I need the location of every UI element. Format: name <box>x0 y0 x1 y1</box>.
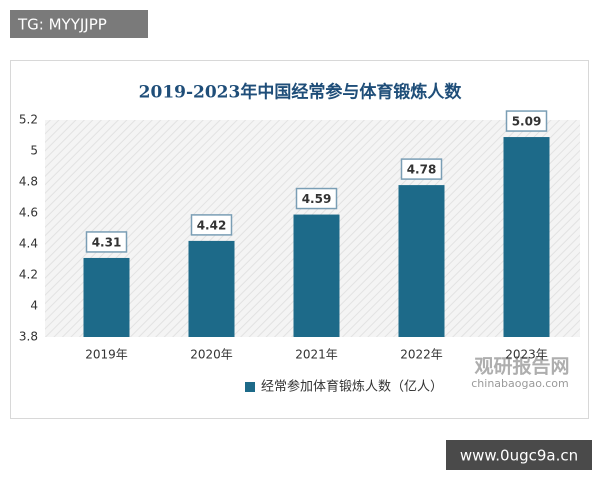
legend-label: 经常参加体育锻炼人数（亿人） <box>261 379 443 395</box>
bar <box>398 185 445 337</box>
watermark-url: chinabaogao.com <box>471 377 569 390</box>
legend-swatch <box>245 382 255 392</box>
value-label-box <box>190 214 233 236</box>
header-tag-box <box>10 10 148 38</box>
chart-title: 2019-2023年中国经常参与体育锻炼人数 <box>139 82 463 103</box>
bar <box>83 257 130 337</box>
y-tick-label: 4.2 <box>19 268 38 282</box>
value-label-box <box>295 187 338 210</box>
bar <box>503 137 550 337</box>
watermark-name: 观研报告网 <box>474 355 569 378</box>
y-tick-label: 4 <box>30 299 38 313</box>
value-label: 4.78 <box>407 163 437 177</box>
value-label: 4.59 <box>302 192 332 206</box>
y-tick-label: 4.8 <box>19 175 38 189</box>
x-tick-label: 2021年 <box>295 348 338 362</box>
y-tick-label: 4.4 <box>19 237 38 251</box>
x-tick-label: 2020年 <box>190 348 233 362</box>
x-tick-label: 2019年 <box>85 348 128 362</box>
header-tag: TG: MYYJJPP <box>17 16 107 34</box>
bar <box>188 240 235 337</box>
x-tick-label: 2023年 <box>505 348 548 362</box>
y-tick-label: 3.8 <box>19 330 38 344</box>
y-tick-label: 5.2 <box>19 113 38 127</box>
footer-tag-box <box>446 440 592 470</box>
value-label: 5.09 <box>512 115 542 129</box>
value-label: 4.31 <box>92 235 122 249</box>
value-label-box <box>505 110 548 132</box>
bar <box>293 214 340 337</box>
value-label-box <box>400 158 443 180</box>
footer-tag: www.0ugc9a.cn <box>460 447 578 465</box>
value-label-box <box>85 231 128 253</box>
y-tick-label: 4.6 <box>19 206 38 220</box>
value-label: 4.42 <box>197 218 227 232</box>
chart: 3.8 4 4.2 4.4 4.6 4.8 5 5.2 2019年 2020年 2021年 2022年… <box>19 110 550 395</box>
y-tick-label: 5 <box>30 144 38 158</box>
x-tick-label: 2022年 <box>400 348 443 362</box>
